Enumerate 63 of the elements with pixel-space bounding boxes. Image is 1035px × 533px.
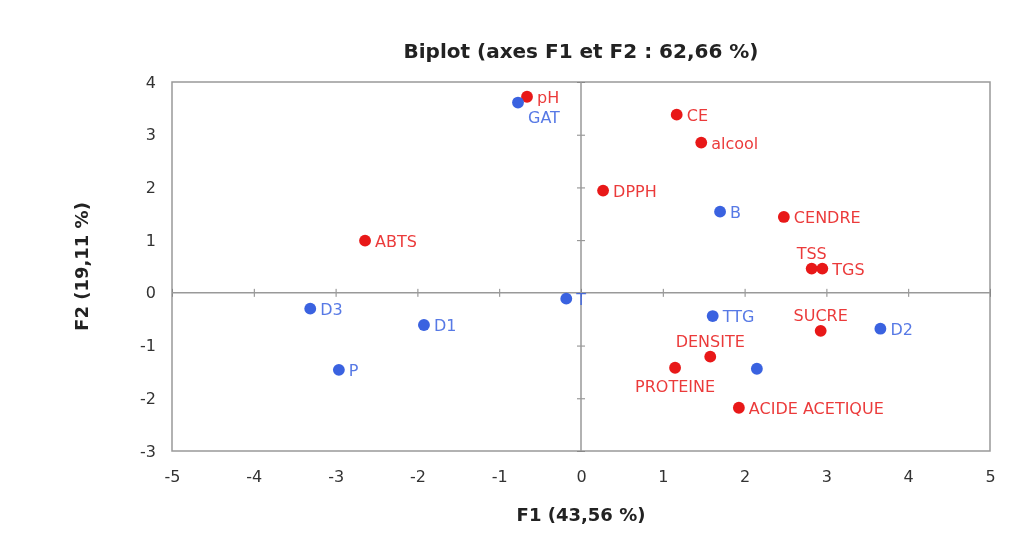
point xyxy=(805,262,818,275)
annotation: D3 xyxy=(320,299,343,319)
x-tick-label: 1 xyxy=(658,467,669,487)
point xyxy=(732,401,745,414)
annotation: GAT xyxy=(528,107,561,127)
annotation: SUCRE xyxy=(793,305,848,325)
x-tick-label: 4 xyxy=(903,467,914,487)
point xyxy=(874,322,887,335)
point xyxy=(816,262,829,275)
point xyxy=(670,108,683,121)
x-tick-label: 2 xyxy=(740,467,751,487)
x-axis-title: F1 (43,56 %) xyxy=(516,504,646,525)
annotation: DPPH xyxy=(613,181,657,201)
annotation: D1 xyxy=(433,316,457,336)
annotation: T xyxy=(575,289,587,309)
y-tick-label: 0 xyxy=(145,283,156,303)
annotation: TTG xyxy=(721,307,755,327)
x-tick-label: -3 xyxy=(328,467,345,487)
y-tick-label: 4 xyxy=(145,72,156,92)
x-tick-label: 5 xyxy=(985,467,996,487)
point xyxy=(669,361,681,374)
annotation: ABTS xyxy=(375,231,417,251)
annotation: B xyxy=(730,202,742,222)
x-tick-label: 0 xyxy=(576,467,587,487)
y-tick-label: -3 xyxy=(140,441,156,461)
y-tick-label: 1 xyxy=(145,230,156,250)
x-tick-label: -4 xyxy=(246,467,263,487)
point xyxy=(704,350,717,363)
x-tick-label: -1 xyxy=(491,467,508,487)
y-tick-label: -2 xyxy=(140,388,156,408)
y-axis-title: F2 (19,11 %) xyxy=(71,202,92,331)
y-tick-label: -1 xyxy=(140,336,156,356)
annotation: PROTEINE xyxy=(635,376,716,396)
x-tick-label: -2 xyxy=(409,467,426,487)
point xyxy=(695,136,708,149)
annotation: ACIDE ACETIQUE xyxy=(748,398,884,418)
annotation: pH xyxy=(537,87,560,107)
annotation: CE xyxy=(686,105,708,125)
point xyxy=(597,184,609,197)
point xyxy=(560,292,573,305)
point xyxy=(777,211,790,223)
point xyxy=(418,319,430,331)
y-tick-label: 3 xyxy=(145,125,156,145)
point xyxy=(814,324,827,337)
point xyxy=(332,363,345,376)
chart-title: Biplot (axes F1 et F2 : 62,66 %) xyxy=(403,39,759,63)
annotation: DENSITE xyxy=(675,331,745,351)
point xyxy=(359,234,371,247)
point xyxy=(521,90,533,103)
annotation: alcool xyxy=(711,133,759,153)
annotation: CENDRE xyxy=(793,207,861,227)
point xyxy=(512,96,524,109)
annotation: D2 xyxy=(890,319,913,339)
y-tick-label: 2 xyxy=(145,178,156,198)
x-tick-label: -5 xyxy=(164,467,181,487)
point xyxy=(750,362,763,375)
point xyxy=(706,310,719,322)
point xyxy=(304,302,317,315)
point xyxy=(714,205,726,218)
annotation: TSS xyxy=(795,243,827,263)
annotation: TGS xyxy=(831,259,865,279)
annotation: P xyxy=(348,360,359,380)
x-tick-label: 3 xyxy=(821,467,832,487)
